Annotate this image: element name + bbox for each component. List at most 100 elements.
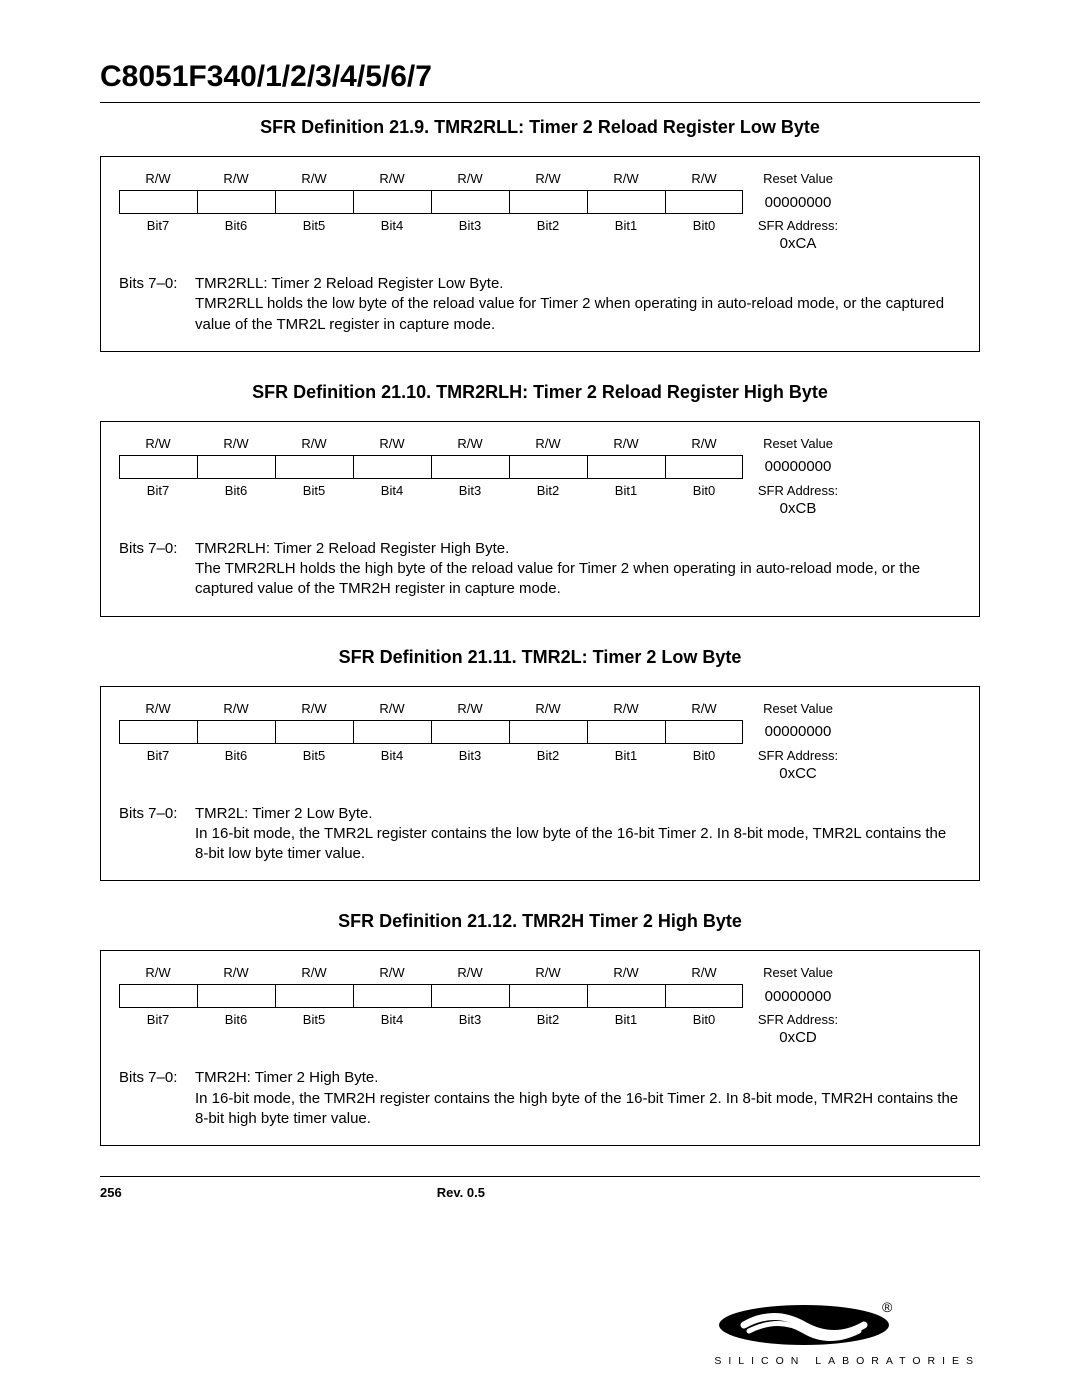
bit-description: Bits 7–0:TMR2RLL: Timer 2 Reload Registe…: [119, 274, 961, 335]
rw-label: R/W: [197, 701, 275, 720]
rw-label: R/W: [275, 171, 353, 190]
bit-cell: [510, 721, 588, 743]
reset-value-label: Reset Value: [743, 965, 853, 984]
bit-label: Bit2: [509, 1008, 587, 1027]
sfr-address-label: SFR Address:: [743, 214, 853, 233]
bit-label: Bit6: [197, 1008, 275, 1027]
bit-label: Bit1: [587, 214, 665, 233]
reset-value: 00000000: [743, 194, 853, 211]
bit-cells-row: [119, 984, 743, 1008]
rw-label: R/W: [509, 171, 587, 190]
rw-label: R/W: [353, 436, 431, 455]
bit-description: Bits 7–0:TMR2RLH: Timer 2 Reload Registe…: [119, 539, 961, 600]
bit-cell: [120, 456, 198, 478]
spacer: [119, 1089, 195, 1130]
page-number: 256: [100, 1185, 122, 1200]
bits-range-label: Bits 7–0:: [119, 1068, 195, 1088]
rw-label: R/W: [119, 171, 197, 190]
bit-label: Bit2: [509, 479, 587, 498]
rw-label: R/W: [665, 965, 743, 984]
bit-description: Bits 7–0:TMR2H: Timer 2 High Byte.In 16-…: [119, 1068, 961, 1129]
sfr-address-value: 0xCB: [743, 498, 853, 517]
bit-cell: [432, 191, 510, 213]
bit-label: Bit0: [665, 744, 743, 763]
bit-cell: [432, 721, 510, 743]
bit-cell: [198, 456, 276, 478]
rw-label: R/W: [587, 171, 665, 190]
bit-label: Bit5: [275, 479, 353, 498]
rw-label: R/W: [197, 436, 275, 455]
rw-label: R/W: [197, 965, 275, 984]
bit-grid: R/WR/WR/WR/WR/WR/WR/WR/WReset Value00000…: [119, 171, 961, 252]
description-heading: TMR2H: Timer 2 High Byte.: [195, 1068, 961, 1088]
bit-label: Bit7: [119, 744, 197, 763]
reset-value-label: Reset Value: [743, 436, 853, 455]
bit-label: Bit4: [353, 744, 431, 763]
document-title: C8051F340/1/2/3/4/5/6/7: [100, 60, 980, 94]
bit-label: Bit6: [197, 214, 275, 233]
bit-cell: [432, 985, 510, 1007]
bit-label: Bit4: [353, 479, 431, 498]
bit-label: Bit3: [431, 744, 509, 763]
description-heading: TMR2L: Timer 2 Low Byte.: [195, 804, 961, 824]
rw-label: R/W: [275, 701, 353, 720]
bits-range-label: Bits 7–0:: [119, 274, 195, 294]
bit-cell: [510, 191, 588, 213]
title-rule: [100, 102, 980, 103]
logo-container: ® SILICON LABORATORIES: [714, 1298, 980, 1367]
rw-label: R/W: [353, 701, 431, 720]
bit-cell: [588, 721, 666, 743]
bit-grid: R/WR/WR/WR/WR/WR/WR/WR/WReset Value00000…: [119, 701, 961, 782]
bit-cell: [510, 456, 588, 478]
section-title: SFR Definition 21.9. TMR2RLL: Timer 2 Re…: [100, 117, 980, 138]
svg-text:®: ®: [882, 1299, 893, 1315]
bit-cell: [666, 191, 744, 213]
sfr-definition-block: R/WR/WR/WR/WR/WR/WR/WR/WReset Value00000…: [100, 421, 980, 617]
bit-label: Bit3: [431, 214, 509, 233]
bit-cell: [666, 456, 744, 478]
bit-cell: [354, 985, 432, 1007]
bit-cell: [354, 191, 432, 213]
bit-label: Bit5: [275, 744, 353, 763]
rw-label: R/W: [665, 436, 743, 455]
rw-label: R/W: [587, 701, 665, 720]
rw-label: R/W: [197, 171, 275, 190]
rw-label: R/W: [665, 701, 743, 720]
rw-label: R/W: [587, 436, 665, 455]
rw-label: R/W: [275, 436, 353, 455]
bit-label: Bit1: [587, 479, 665, 498]
sections-container: SFR Definition 21.9. TMR2RLL: Timer 2 Re…: [100, 117, 980, 1146]
bit-cell: [120, 985, 198, 1007]
bit-cell: [354, 721, 432, 743]
sfr-definition-block: R/WR/WR/WR/WR/WR/WR/WR/WReset Value00000…: [100, 950, 980, 1146]
rw-label: R/W: [431, 436, 509, 455]
rw-label: R/W: [353, 965, 431, 984]
page: C8051F340/1/2/3/4/5/6/7 SFR Definition 2…: [0, 0, 1080, 1397]
section-title: SFR Definition 21.11. TMR2L: Timer 2 Low…: [100, 647, 980, 668]
bit-label: Bit7: [119, 214, 197, 233]
bit-label: Bit7: [119, 479, 197, 498]
rw-label: R/W: [509, 701, 587, 720]
bit-label: Bit1: [587, 1008, 665, 1027]
section-title: SFR Definition 21.12. TMR2H Timer 2 High…: [100, 911, 980, 932]
rw-label: R/W: [119, 701, 197, 720]
bit-cells-row: [119, 455, 743, 479]
bit-grid: R/WR/WR/WR/WR/WR/WR/WR/WReset Value00000…: [119, 965, 961, 1046]
spacer: [119, 559, 195, 600]
bit-cell: [198, 721, 276, 743]
bit-cell: [354, 456, 432, 478]
sfr-address-value: 0xCD: [743, 1027, 853, 1046]
description-body: In 16-bit mode, the TMR2L register conta…: [195, 824, 961, 865]
rw-label: R/W: [119, 436, 197, 455]
bit-label: Bit0: [665, 214, 743, 233]
spacer: [119, 294, 195, 335]
bit-cell: [432, 456, 510, 478]
bit-label: Bit4: [353, 214, 431, 233]
bit-cell: [588, 456, 666, 478]
bit-grid: R/WR/WR/WR/WR/WR/WR/WR/WReset Value00000…: [119, 436, 961, 517]
bit-label: Bit3: [431, 1008, 509, 1027]
reset-value-label: Reset Value: [743, 701, 853, 720]
bit-cell: [276, 456, 354, 478]
bit-cell: [276, 191, 354, 213]
bit-cells-row: [119, 190, 743, 214]
